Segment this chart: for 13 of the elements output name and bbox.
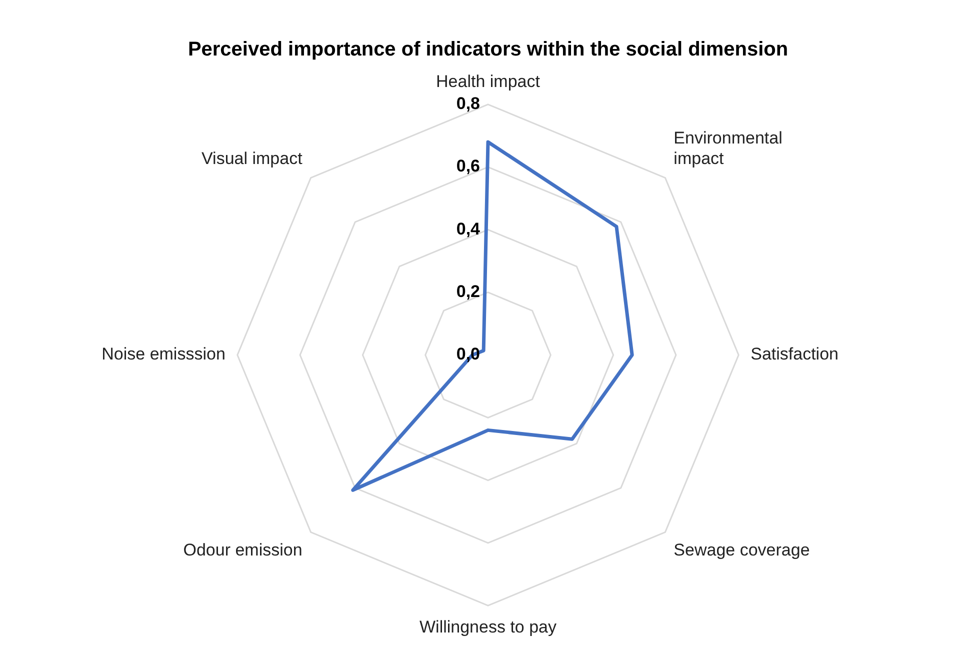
spoke-label: Willingness to pay — [419, 617, 557, 636]
y-tick-label: 0,6 — [456, 156, 480, 176]
spoke-label: Noise emisssion — [102, 344, 226, 364]
spoke-label: Sewage coverage — [674, 540, 810, 560]
y-tick-label: 0,8 — [456, 94, 480, 114]
chart-title: Perceived importance of indicators within the social dimension — [188, 38, 788, 61]
y-tick-label: 0,2 — [456, 282, 480, 302]
spoke-label: Odour emission — [183, 540, 302, 560]
spoke-label: Satisfaction — [750, 344, 838, 364]
spoke-label: Visual impact — [202, 148, 303, 168]
spoke-label: Environmental impact — [674, 128, 782, 168]
spoke-label: Health impact — [436, 72, 540, 91]
y-tick-label: 0,4 — [456, 219, 481, 238]
